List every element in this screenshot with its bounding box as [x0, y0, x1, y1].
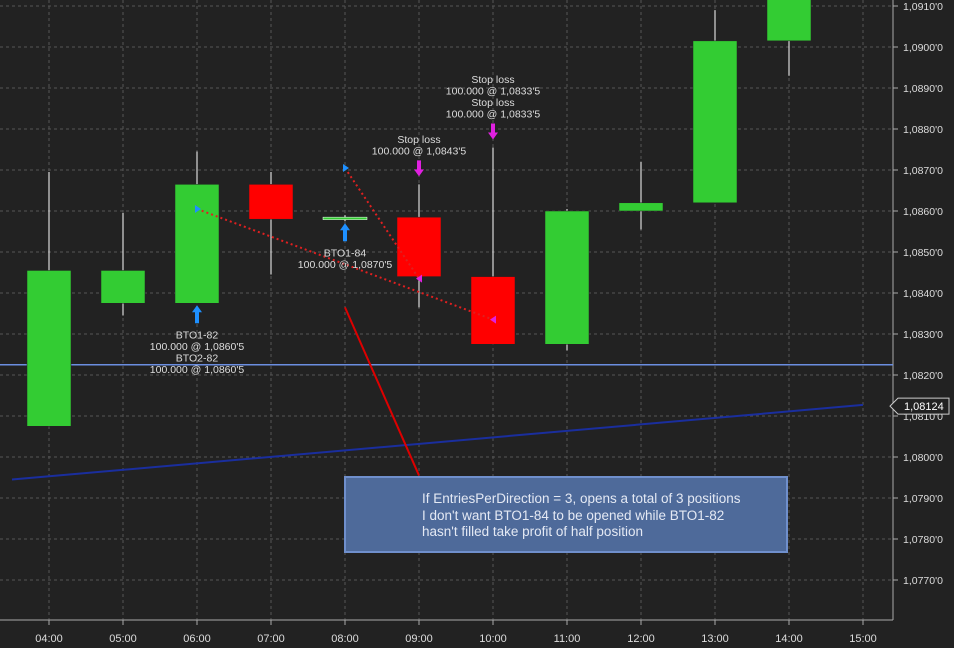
candle-body: [26, 270, 72, 427]
x-tick-label: 06:00: [183, 633, 211, 645]
annotation-pointer: [344, 306, 420, 476]
y-tick-label: 1,0830'0: [903, 329, 943, 341]
trade-label: Stop loss: [471, 97, 514, 109]
trade-label: Stop loss: [397, 134, 440, 146]
price-tag-box: [889, 397, 950, 415]
y-tick-label: 1,0790'0: [903, 493, 943, 505]
x-tick-label: 12:00: [627, 633, 655, 645]
y-tick-label: 1,0880'0: [903, 124, 943, 136]
candle-body: [322, 216, 368, 220]
exit-marker: [490, 315, 496, 324]
y-tick-label: 1,0900'0: [903, 42, 943, 54]
annotation-line-2: I don't want BTO1-84 to be opened while …: [422, 507, 725, 523]
candle-body: [396, 216, 442, 277]
y-tick-label: 1,0770'0: [903, 575, 943, 587]
y-tick-label: 1,0800'0: [903, 452, 943, 464]
trade-label: 100.000 @ 1,0833'5: [446, 108, 541, 120]
current-price-tag: 1,08124: [889, 397, 950, 415]
entry-marker: [343, 163, 349, 172]
sell-arrow-icon: [414, 160, 424, 177]
candle-body: [470, 276, 516, 345]
trade-label: 100.000 @ 1,0833'5: [446, 85, 541, 97]
y-tick-label: 1,0780'0: [903, 534, 943, 546]
candle-body: [692, 40, 738, 204]
buy-arrow-icon: [192, 305, 202, 324]
y-tick-label: 1,0820'0: [903, 370, 943, 382]
x-tick-label: 05:00: [109, 633, 137, 645]
y-tick-label: 1,0910'0: [903, 1, 943, 13]
candle-body: [766, 0, 812, 42]
current-price-label: 1,08124: [904, 401, 944, 413]
annotation-line-3: hasn't filled take profit of half positi…: [422, 524, 643, 539]
buy-arrow-icon: [340, 223, 350, 242]
candle-body: [100, 270, 146, 304]
trade-link: [344, 167, 420, 280]
trade-label: 100.000 @ 1,0860'5: [150, 364, 245, 376]
trade-label: BTO1-84: [324, 247, 367, 259]
trade-links: [195, 163, 496, 324]
x-tick-label: 14:00: [775, 633, 803, 645]
trade-label: 100.000 @ 1,0860'5: [150, 341, 245, 353]
annotation-pointer-line: [344, 306, 420, 476]
candle-body: [544, 210, 590, 345]
entry-marker: [195, 204, 201, 213]
trade-label: Stop loss: [471, 74, 514, 86]
x-tick-label: 08:00: [331, 633, 359, 645]
trade-label: 100.000 @ 1,0870'5: [298, 259, 393, 271]
candles: [26, 0, 812, 427]
sell-arrow-icon: [488, 123, 498, 140]
x-tick-label: 10:00: [479, 633, 507, 645]
annotation-box: If EntriesPerDirection = 3, opens a tota…: [344, 476, 788, 553]
y-tick-label: 1,0860'0: [903, 206, 943, 218]
x-tick-label: 04:00: [35, 633, 63, 645]
x-tick-label: 11:00: [554, 633, 581, 645]
y-tick-label: 1,0870'0: [903, 165, 943, 177]
candle-body: [174, 184, 220, 304]
x-tick-label: 09:00: [405, 633, 433, 645]
x-tick-label: 07:00: [257, 633, 285, 645]
trade-label: BTO1-82: [176, 329, 219, 341]
exit-marker: [416, 274, 422, 283]
moving-average: [11, 403, 864, 481]
trade-label: 100.000 @ 1,0843'5: [372, 145, 467, 157]
candle-body: [618, 202, 664, 212]
moving-average-line: [11, 403, 864, 481]
annotation-line-1: If EntriesPerDirection = 3, opens a tota…: [422, 491, 741, 506]
candle-body: [248, 184, 294, 220]
y-tick-label: 1,0890'0: [903, 83, 943, 95]
trade-label: BTO2-82: [176, 352, 219, 364]
y-tick-label: 1,0850'0: [903, 247, 943, 259]
x-tick-label: 13:00: [701, 633, 729, 645]
x-tick-label: 15:00: [849, 633, 877, 645]
y-tick-label: 1,0840'0: [903, 288, 943, 300]
